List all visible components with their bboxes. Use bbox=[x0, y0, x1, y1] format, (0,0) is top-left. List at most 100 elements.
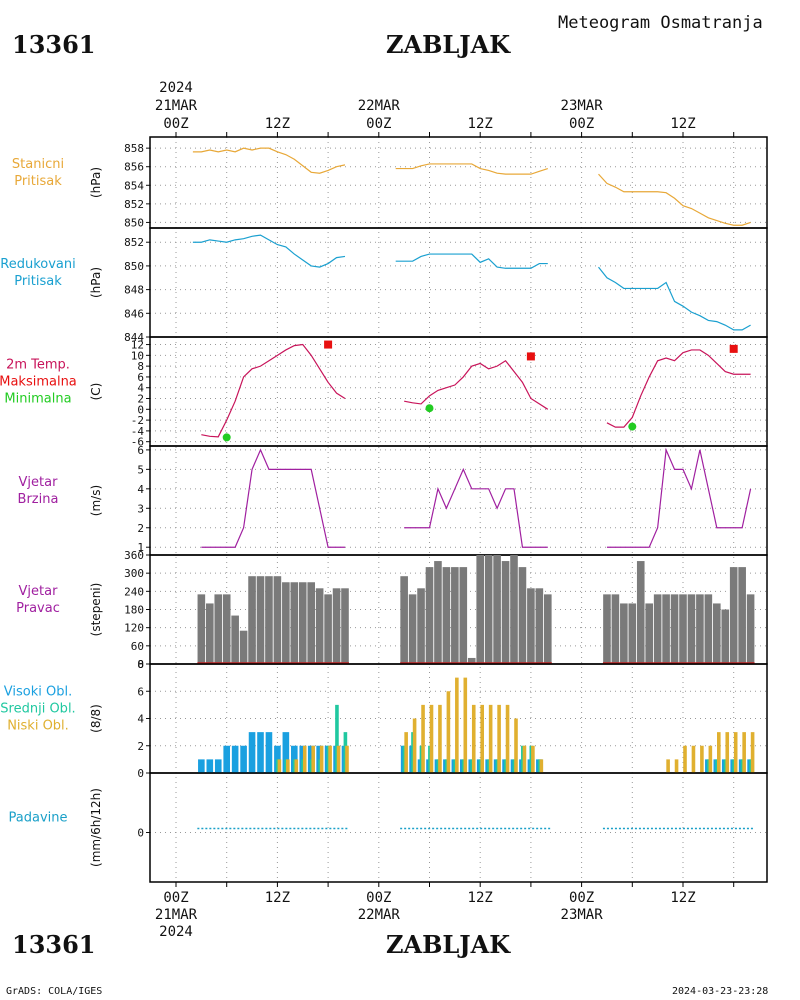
cloud-bar-low bbox=[412, 718, 417, 773]
y-tick-label: 5 bbox=[137, 463, 144, 476]
wind-direction-bar bbox=[425, 567, 434, 664]
cloud-bar-high bbox=[240, 745, 247, 773]
y-tick-label: 360 bbox=[124, 549, 144, 562]
panel-label: Padavine bbox=[9, 811, 68, 826]
min-temp-marker bbox=[222, 433, 231, 442]
cloud-bar-low bbox=[438, 704, 442, 773]
bottom-date-label: 23MAR bbox=[561, 907, 604, 923]
wind-direction-bar bbox=[713, 603, 721, 664]
wind-direction-bar bbox=[307, 582, 315, 664]
panel-precipitation: 0 Padavine (mm/6h/12h) bbox=[9, 772, 768, 883]
bottom-date-label: 22MAR bbox=[358, 907, 401, 923]
cloud-bar-high bbox=[214, 759, 222, 773]
cloud-bar-low bbox=[505, 704, 510, 773]
wind-direction-bar bbox=[324, 594, 332, 664]
wind-direction-bar bbox=[611, 594, 620, 664]
wind-direction-bar bbox=[603, 594, 611, 664]
wind-direction-bar bbox=[662, 594, 670, 664]
cloud-bar-high bbox=[198, 759, 205, 773]
wind-direction-bar bbox=[222, 594, 231, 664]
wind-direction-bar bbox=[527, 588, 535, 664]
cloud-bar-low bbox=[725, 732, 730, 773]
wind-direction-bar bbox=[451, 567, 459, 664]
panel-label: Srednji Obl. bbox=[0, 702, 75, 717]
wind-direction-bar bbox=[265, 576, 273, 664]
top-hour-label: 12Z bbox=[265, 116, 290, 132]
cloud-bar-low bbox=[429, 704, 434, 773]
panel-frame bbox=[149, 227, 768, 338]
y-tick-label: 852 bbox=[124, 198, 144, 211]
series-line bbox=[598, 173, 751, 226]
wind-direction-bar bbox=[704, 594, 713, 664]
y-tick-label: 8 bbox=[137, 658, 144, 671]
y-tick-label: 10 bbox=[131, 349, 144, 362]
temp-line bbox=[606, 349, 751, 428]
y-tick-label: 850 bbox=[124, 260, 144, 273]
y-tick-label: 1 bbox=[137, 541, 144, 554]
series-line bbox=[404, 467, 548, 548]
panel-data bbox=[201, 340, 751, 442]
panel-unit: (mm/6h/12h) bbox=[89, 788, 103, 867]
y-tick-label: 0 bbox=[137, 827, 144, 840]
wind-direction-bar bbox=[738, 567, 746, 664]
panel-data bbox=[197, 555, 755, 664]
y-tick-label: 4 bbox=[137, 483, 144, 496]
cloud-bar-high bbox=[231, 745, 239, 773]
y-tick-label: 8 bbox=[137, 360, 144, 373]
cloud-bar-mid bbox=[335, 704, 339, 773]
wind-direction-bar bbox=[544, 594, 552, 664]
top-date-label: 21MAR bbox=[155, 98, 198, 114]
cloud-bar-low bbox=[539, 759, 544, 773]
panel-label: Vjetar bbox=[19, 475, 59, 490]
cloud-bar-low bbox=[336, 745, 341, 773]
cloud-bar-low bbox=[421, 704, 425, 773]
station-id-bottom: 13361 bbox=[12, 930, 96, 959]
wind-direction-bar bbox=[459, 567, 468, 664]
min-temp-marker bbox=[628, 422, 637, 431]
series-line bbox=[395, 163, 548, 175]
panel-unit: (stepeni) bbox=[89, 583, 103, 637]
y-tick-label: 852 bbox=[124, 236, 144, 249]
panel-frame bbox=[149, 336, 768, 447]
panel-label: Minimalna bbox=[4, 392, 71, 407]
cloud-bar-low bbox=[700, 745, 704, 773]
panel-label: Pravac bbox=[16, 601, 60, 616]
wind-direction-bar bbox=[256, 576, 265, 664]
wind-direction-bar bbox=[501, 561, 510, 664]
top-hour-label: 12Z bbox=[670, 116, 695, 132]
wind-direction-bar bbox=[231, 615, 239, 664]
cloud-bar-low bbox=[750, 732, 755, 773]
panel-unit: (8/8) bbox=[89, 704, 103, 733]
wind-direction-bar bbox=[636, 561, 645, 664]
top-year-label: 2024 bbox=[159, 80, 193, 96]
cloud-bar-low bbox=[531, 745, 535, 773]
wind-direction-bar bbox=[679, 594, 687, 664]
cloud-bar-low bbox=[328, 745, 332, 773]
panel-unit: (hPa) bbox=[89, 167, 103, 198]
cloud-bar-low bbox=[455, 677, 459, 773]
panel-label: Niski Obl. bbox=[7, 719, 69, 734]
panel-unit: (m/s) bbox=[89, 485, 103, 516]
panel-label: Brzina bbox=[18, 492, 59, 507]
wind-direction-bar bbox=[290, 582, 299, 664]
cloud-bar-low bbox=[277, 759, 282, 773]
y-tick-label: 846 bbox=[124, 307, 144, 320]
y-tick-label: 0 bbox=[137, 403, 144, 416]
wind-direction-bar bbox=[434, 561, 442, 664]
cloud-bar-low bbox=[522, 745, 527, 773]
y-tick-label: 12 bbox=[131, 339, 144, 352]
cloud-bar-low bbox=[311, 745, 315, 773]
wind-direction-bar bbox=[510, 555, 518, 664]
wind-direction-bar bbox=[746, 594, 755, 664]
cloud-bar-low bbox=[471, 704, 476, 773]
y-tick-label: 240 bbox=[124, 585, 144, 598]
wind-direction-bar bbox=[248, 576, 256, 664]
y-tick-label: 6 bbox=[137, 685, 144, 698]
wind-direction-bar bbox=[696, 594, 704, 664]
y-tick-label: 0 bbox=[137, 658, 144, 671]
y-tick-label: 2 bbox=[137, 740, 144, 753]
top-date-label: 22MAR bbox=[358, 98, 401, 114]
cloud-bar-low bbox=[691, 745, 696, 773]
